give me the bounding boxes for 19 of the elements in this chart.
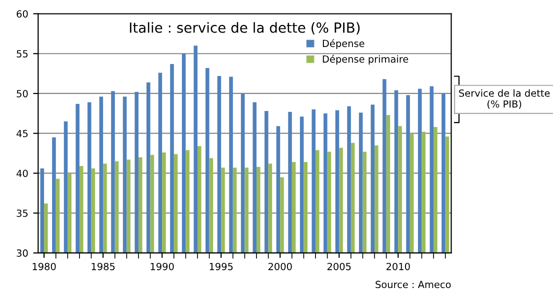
y-tick-label: 40 [16, 170, 28, 178]
y-tick-label: 35 [16, 210, 28, 217]
source-note: Source : Ameco [376, 280, 451, 288]
text: Italie : service de la dette (% PIB) [130, 22, 360, 35]
legend-label: Dépense primaire [322, 54, 408, 65]
legend-label: Dépense [322, 39, 364, 49]
x-tick-label: 1980 [32, 262, 56, 270]
text: Service de la dette (% PIB) [459, 89, 550, 109]
x-tick-label: 1995 [210, 262, 233, 270]
y-tick-label: 50 [16, 90, 28, 98]
y-tick-label: 45 [16, 130, 28, 138]
x-tick-label: 2000 [268, 262, 292, 270]
x-tick-label: 2010 [386, 262, 410, 270]
x-tick-label: 1990 [150, 262, 174, 270]
x-tick-label: 2005 [327, 262, 351, 270]
y-tick-label: 60 [16, 10, 28, 18]
y-tick-label: 30 [16, 249, 28, 257]
x-tick-label: 1985 [92, 262, 115, 270]
y-tick-label: 55 [16, 50, 28, 58]
